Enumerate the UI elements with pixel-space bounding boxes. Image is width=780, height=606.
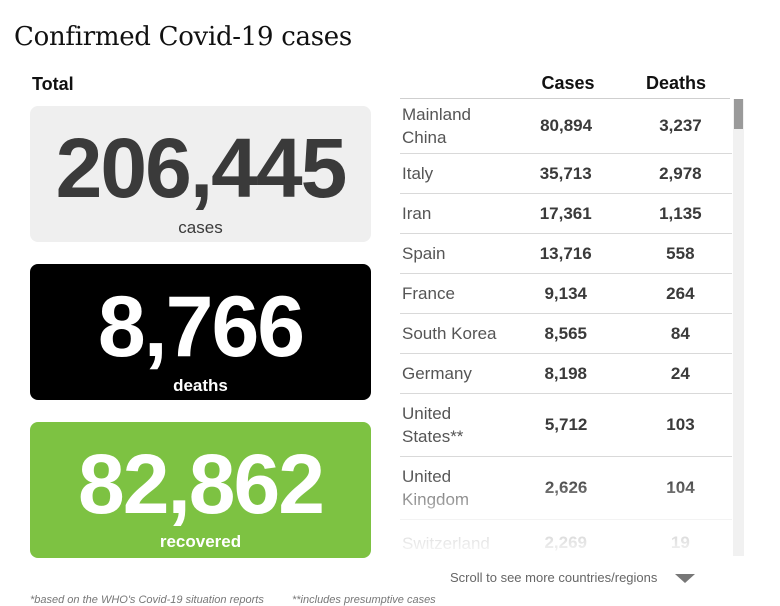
total-recovered-label: recovered — [159, 532, 242, 551]
country-cases: 2,626 — [544, 478, 588, 497]
chevron-down-icon[interactable] — [675, 574, 695, 583]
country-name: United States** — [402, 404, 464, 446]
total-deaths-value: 8,766 — [97, 279, 305, 375]
total-recovered-value: 82,862 — [78, 437, 325, 531]
country-cases: 35,713 — [539, 163, 592, 183]
total-recovered-card: 82,862 recovered — [30, 422, 371, 558]
table-row: Iran 17,361 1,135 — [400, 194, 732, 234]
total-cases-label: cases — [178, 218, 223, 237]
table-row: Italy 35,713 2,978 — [400, 154, 732, 194]
page-title: Confirmed Covid-19 cases — [14, 22, 352, 52]
country-deaths: 84 — [670, 323, 690, 343]
table-row: France 9,134 264 — [400, 274, 732, 314]
scroll-hint: Scroll to see more countries/regions — [450, 570, 658, 585]
country-cases: 9,134 — [544, 283, 587, 303]
header-deaths: Deaths — [645, 73, 707, 93]
country-deaths: 1,135 — [659, 203, 702, 223]
country-name: South Korea — [402, 324, 497, 343]
scrollbar-thumb[interactable] — [734, 99, 743, 129]
table-row: South Korea 8,565 84 — [400, 314, 732, 354]
table-row: Germany 8,198 24 — [400, 354, 732, 394]
country-name: France — [402, 284, 455, 303]
country-deaths: 24 — [670, 363, 690, 383]
header-cases: Cases — [541, 73, 595, 93]
total-deaths-label: deaths — [173, 376, 228, 395]
country-deaths: 264 — [666, 283, 695, 303]
country-name: Germany — [402, 364, 472, 383]
country-name: Iran — [402, 204, 432, 223]
country-name: United Kingdom — [402, 467, 470, 509]
table-row: Spain 13,716 558 — [400, 234, 732, 274]
total-deaths-card: 8,766 deaths — [30, 264, 371, 400]
country-deaths: 558 — [666, 243, 695, 263]
country-deaths: 104 — [666, 478, 695, 497]
total-label: Total — [32, 74, 74, 94]
country-deaths: 3,237 — [659, 116, 702, 135]
table-row: Switzerland 2,269 19 — [400, 520, 732, 556]
table-body[interactable]: Mainland China 80,894 3,237 Italy 35,713 2,97… — [400, 99, 732, 556]
country-deaths: 2,978 — [659, 163, 702, 183]
country-name: Spain — [402, 244, 446, 263]
country-cases: 5,712 — [544, 415, 588, 434]
country-deaths: 103 — [666, 415, 695, 434]
table-header: Cases Deaths — [400, 66, 730, 99]
country-cases: 8,198 — [544, 363, 587, 383]
footnote-presumptive: **includes presumptive cases — [292, 594, 436, 606]
country-table: Cases Deaths Mainland China 80,894 3,237 It… — [400, 66, 745, 556]
country-cases: 17,361 — [539, 203, 592, 223]
total-cases-value: 206,445 — [55, 121, 348, 215]
table-row: United States** 5,712 103 — [400, 394, 732, 457]
country-name: Mainland China — [402, 105, 471, 147]
country-name: Switzerland — [402, 533, 490, 553]
table-scrollbar[interactable] — [733, 99, 744, 556]
footnote-who: *based on the WHO's Covid-19 situation r… — [30, 594, 264, 606]
country-cases: 13,716 — [539, 243, 592, 263]
country-cases: 2,269 — [544, 533, 587, 552]
total-cases-card: 206,445 cases — [30, 106, 371, 242]
country-cases: 80,894 — [540, 116, 593, 135]
table-row: United Kingdom 2,626 104 — [400, 457, 732, 520]
table-row: Mainland China 80,894 3,237 — [400, 99, 732, 154]
country-name: Italy — [402, 164, 434, 183]
country-deaths: 19 — [670, 533, 690, 552]
country-cases: 8,565 — [544, 323, 587, 343]
